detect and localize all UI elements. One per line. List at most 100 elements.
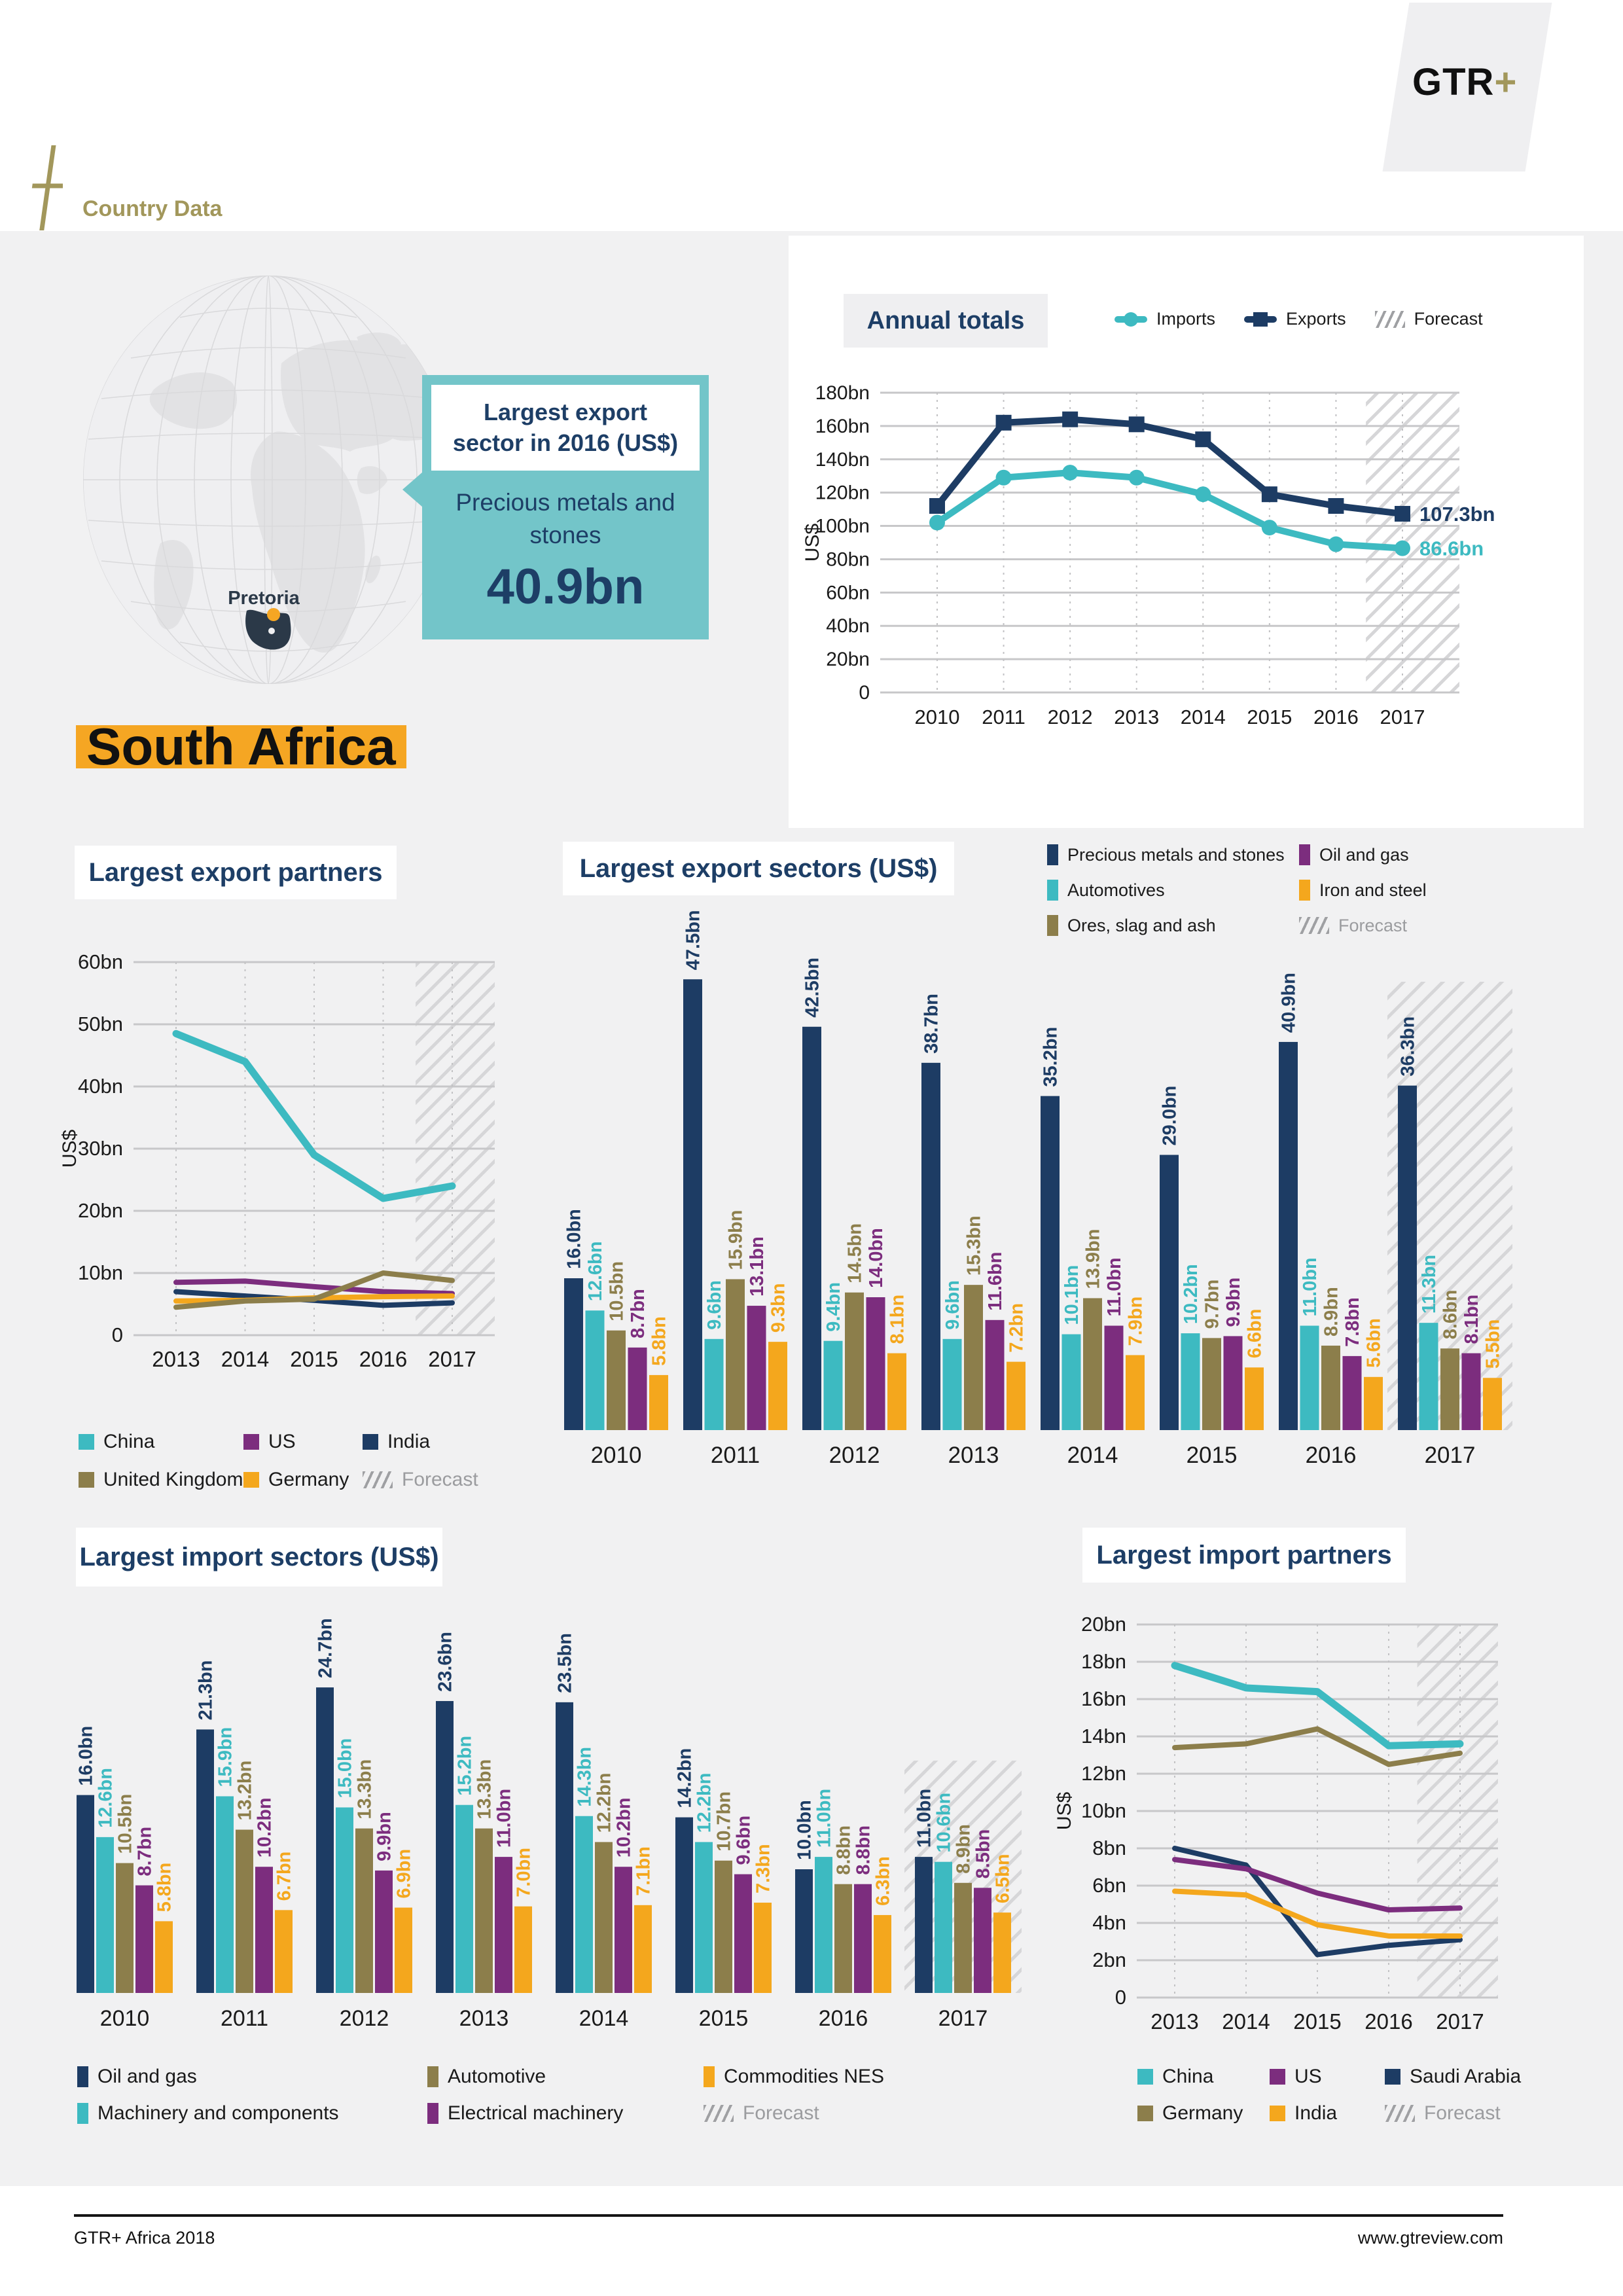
- y-tick-label: 0: [859, 682, 870, 704]
- bar-value-label: 21.3bn: [196, 1660, 217, 1721]
- bar: [77, 1795, 94, 1993]
- legend-swatch: [1270, 2069, 1285, 2085]
- x-tick-label: 2015: [290, 1347, 338, 1371]
- bar-value-label: 8.1bn: [1461, 1295, 1482, 1344]
- bar: [974, 1888, 991, 1993]
- bar: [275, 1910, 293, 1993]
- series-end-label: 86.6bn: [1419, 537, 1484, 560]
- bar-value-label: 7.8bn: [1342, 1297, 1363, 1347]
- legend-item: Electrical machinery: [427, 2102, 704, 2125]
- legend-swatch: [1270, 2106, 1285, 2121]
- bar: [1364, 1376, 1383, 1430]
- legend-item: Oil and gas: [77, 2066, 427, 2088]
- legend-marker-icon: [1115, 312, 1147, 327]
- bar: [216, 1796, 234, 1993]
- x-tick-label: 2017: [1380, 706, 1425, 728]
- gtr-logo-text: GTR: [1412, 61, 1495, 103]
- legend-swatch: [1385, 2069, 1400, 2085]
- bar-value-label: 14.2bn: [675, 1748, 696, 1808]
- legend-item: Forecast: [1385, 2102, 1555, 2125]
- x-tick-label: 2010: [591, 1443, 642, 1468]
- legend-label: Oil and gas: [1319, 844, 1409, 865]
- x-tick-label: 2015: [1293, 2009, 1341, 2034]
- bar: [355, 1828, 373, 1993]
- line-series-3: [1172, 1726, 1463, 1767]
- continent-africa: [251, 431, 365, 653]
- y-tick-label: 80bn: [826, 548, 870, 570]
- legend-label: India: [387, 1431, 431, 1452]
- bar-value-label: 24.7bn: [315, 1618, 336, 1678]
- y-tick-label: 60bn: [826, 582, 870, 603]
- bar-value-label: 7.3bn: [753, 1844, 774, 1893]
- continent-south-america: [154, 539, 194, 630]
- bar-value-label: 12.6bn: [585, 1241, 606, 1301]
- bar-value-label: 7.2bn: [1007, 1303, 1027, 1353]
- legend-item: China: [79, 1431, 243, 1453]
- data-point: [1062, 411, 1079, 427]
- data-point: [1328, 536, 1344, 552]
- bar-value-label: 10.2bn: [255, 1797, 276, 1857]
- line-series-0: [173, 1278, 455, 1297]
- bar-value-label: 9.6bn: [942, 1280, 963, 1330]
- bar: [155, 1921, 173, 1993]
- x-tick-label: 2012: [340, 2006, 389, 2031]
- x-tick-label: 2012: [1048, 706, 1093, 728]
- bar: [675, 1817, 693, 1993]
- data-point: [929, 514, 945, 531]
- bar-value-label: 13.9bn: [1083, 1229, 1104, 1289]
- bar-value-label: 10.7bn: [714, 1791, 735, 1852]
- bar-value-label: 6.3bn: [873, 1856, 894, 1906]
- bar: [866, 1297, 885, 1430]
- data-point: [995, 414, 1012, 431]
- bar: [915, 1857, 933, 1993]
- y-tick-label: 20bn: [1081, 1613, 1126, 1636]
- legend-swatch: [1299, 880, 1310, 901]
- x-tick-label: 2014: [1067, 1443, 1118, 1468]
- legend-item: Commodities NES: [704, 2066, 919, 2088]
- country-title-text: South Africa: [76, 721, 406, 772]
- bar-value-label: 10.2bn: [614, 1797, 635, 1857]
- y-tick-label: 12bn: [1081, 1762, 1126, 1785]
- bar: [649, 1374, 668, 1430]
- bar: [455, 1804, 473, 1993]
- data-point: [1195, 431, 1211, 448]
- bar-value-label: 8.9bn: [1321, 1287, 1342, 1336]
- bar-value-label: 11.0bn: [914, 1789, 935, 1848]
- bar-value-label: 15.9bn: [215, 1727, 236, 1787]
- line-series-4: [1171, 1662, 1464, 1749]
- export-partners-chart: 0 10bn 20bn 30bn 40bn 50bn 60bn 2013 2014 2015 201…: [59, 950, 495, 1371]
- bar-value-label: 8.8bn: [834, 1825, 855, 1875]
- bar-value-label: 6.7bn: [274, 1852, 295, 1901]
- y-tick-label: 10bn: [1081, 1799, 1126, 1822]
- bar: [255, 1867, 273, 1993]
- bar-value-label: 15.0bn: [335, 1738, 356, 1799]
- bar: [726, 1279, 745, 1430]
- bar: [556, 1702, 573, 1993]
- bar: [1104, 1325, 1124, 1430]
- bar: [607, 1330, 626, 1430]
- x-tick-label: 2010: [100, 2006, 150, 2031]
- bar-value-label: 11.0bn: [494, 1789, 515, 1848]
- line-series-2: [1172, 1888, 1463, 1939]
- bar: [236, 1829, 253, 1993]
- line-series-1: [934, 416, 1406, 517]
- bar: [316, 1687, 334, 1993]
- data-point: [1128, 469, 1145, 486]
- bar-value-label: 23.5bn: [555, 1633, 576, 1693]
- import-partners-chart: 0 2bn 4bn 6bn 8bn 10bn 12bn 14bn 16bn 18bn 20bn 201…: [1054, 1613, 1498, 2034]
- annual-totals-legend: Imports Exports Forecast: [1115, 309, 1483, 329]
- legend-item: China: [1137, 2066, 1270, 2088]
- forecast-hatch-icon: [1299, 917, 1329, 934]
- import-sectors-title: Largest import sectors (US$): [76, 1528, 442, 1587]
- legend-item: Saudi Arabia: [1385, 2066, 1555, 2088]
- bar-value-label: 16.0bn: [76, 1726, 97, 1786]
- line-series-4: [172, 1030, 456, 1202]
- legend-swatch: [79, 1472, 94, 1488]
- bar-value-label: 14.3bn: [575, 1747, 596, 1807]
- y-tick-label: 10bn: [78, 1261, 123, 1284]
- legend-item: Exports: [1244, 309, 1346, 329]
- bar: [1245, 1367, 1264, 1430]
- bar-value-label: 12.2bn: [594, 1773, 615, 1833]
- bar-value-label: 9.6bn: [704, 1280, 725, 1330]
